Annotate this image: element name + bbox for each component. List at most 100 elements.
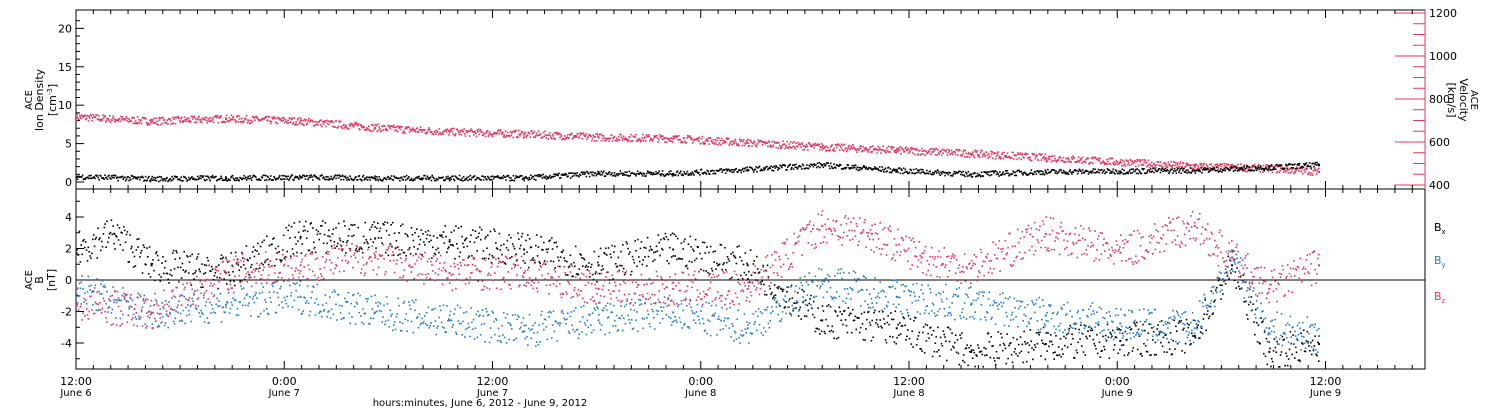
velocity-point xyxy=(271,121,273,123)
density-point xyxy=(601,171,603,173)
velocity-point xyxy=(1138,165,1140,167)
bx-point xyxy=(855,316,857,318)
density-point xyxy=(465,179,467,181)
velocity-point xyxy=(236,120,238,122)
density-point xyxy=(224,179,226,181)
bx-point xyxy=(827,325,829,327)
velocity-point xyxy=(601,135,603,137)
bx-point xyxy=(684,239,686,241)
bx-point xyxy=(842,324,844,326)
bx-point xyxy=(247,260,249,262)
bx-point xyxy=(145,264,147,266)
density-point xyxy=(77,178,79,180)
bx-point xyxy=(974,366,976,368)
density-point xyxy=(1189,172,1191,174)
density-point xyxy=(1022,174,1024,176)
velocity-point xyxy=(1240,164,1242,166)
velocity-point xyxy=(867,151,869,153)
bx-point xyxy=(1055,335,1057,337)
bx-point xyxy=(941,343,943,345)
velocity-point xyxy=(79,115,81,117)
bx-point xyxy=(898,334,900,336)
density-point xyxy=(740,170,742,172)
velocity-point xyxy=(1317,170,1319,172)
velocity-point xyxy=(387,130,389,132)
velocity-point xyxy=(296,121,298,123)
velocity-point xyxy=(706,139,708,141)
density-point xyxy=(1078,171,1080,173)
velocity-point xyxy=(879,147,881,149)
density-point xyxy=(521,175,523,177)
velocity-point xyxy=(160,117,162,119)
density-point xyxy=(918,171,920,173)
bx-point xyxy=(648,256,650,258)
velocity-point xyxy=(358,123,360,125)
velocity-point xyxy=(377,123,379,125)
bx-point xyxy=(365,222,367,224)
density-point xyxy=(171,180,173,182)
velocity-point xyxy=(988,153,990,155)
velocity-key-point xyxy=(1318,171,1320,173)
density-point xyxy=(1311,167,1313,169)
density-point xyxy=(1007,173,1009,175)
density-point xyxy=(369,177,371,179)
velocity-point xyxy=(317,124,319,126)
velocity-point xyxy=(1306,168,1308,170)
velocity-point xyxy=(991,151,993,153)
bx-point xyxy=(266,235,268,237)
density-point xyxy=(680,171,682,173)
velocity-point xyxy=(1302,173,1304,175)
velocity-point xyxy=(470,130,472,132)
velocity-point xyxy=(1206,165,1208,167)
density-point xyxy=(926,170,928,172)
velocity-point xyxy=(941,155,943,157)
bx-point xyxy=(981,351,983,353)
velocity-point xyxy=(612,140,614,142)
bx-point xyxy=(447,248,449,250)
velocity-point xyxy=(1232,164,1234,166)
velocity-key-point xyxy=(672,138,674,140)
velocity-point xyxy=(1262,171,1264,173)
bx-point xyxy=(589,276,591,278)
x-tick-date: June 8 xyxy=(892,388,924,399)
bx-point xyxy=(1057,355,1059,357)
bx-point xyxy=(315,252,317,254)
bx-point xyxy=(522,233,524,235)
bx-point xyxy=(1019,352,1021,354)
velocity-point xyxy=(734,140,736,142)
bx-point xyxy=(988,332,990,334)
density-series xyxy=(76,162,1320,183)
density-point xyxy=(308,177,310,179)
bx-point xyxy=(971,349,973,351)
velocity-point xyxy=(1304,171,1306,173)
velocity-point xyxy=(568,137,570,139)
velocity-point xyxy=(1259,171,1261,173)
bx-point xyxy=(870,324,872,326)
velocity-point xyxy=(821,143,823,145)
velocity-point xyxy=(603,135,605,137)
velocity-point xyxy=(876,152,878,154)
velocity-point xyxy=(636,141,638,143)
velocity-point xyxy=(989,156,991,158)
velocity-point xyxy=(1130,160,1132,162)
density-point xyxy=(458,178,460,180)
bx-point xyxy=(409,247,411,249)
velocity-point xyxy=(1217,163,1219,165)
velocity-point xyxy=(708,137,710,139)
density-point xyxy=(1070,172,1072,174)
density-point xyxy=(805,167,807,169)
bx-point xyxy=(982,354,984,356)
velocity-point xyxy=(404,132,406,134)
velocity-point xyxy=(185,120,187,122)
density-point xyxy=(763,167,765,169)
bx-point xyxy=(783,289,785,291)
x-tick-time: 12:00 xyxy=(1310,375,1342,388)
density-point xyxy=(426,179,428,181)
density-point xyxy=(437,179,439,181)
bx-point xyxy=(1169,348,1171,350)
bx-point xyxy=(531,259,533,261)
velocity-point xyxy=(664,137,666,139)
bx-point xyxy=(556,246,558,248)
velocity-point xyxy=(784,148,786,150)
density-point xyxy=(427,177,429,179)
